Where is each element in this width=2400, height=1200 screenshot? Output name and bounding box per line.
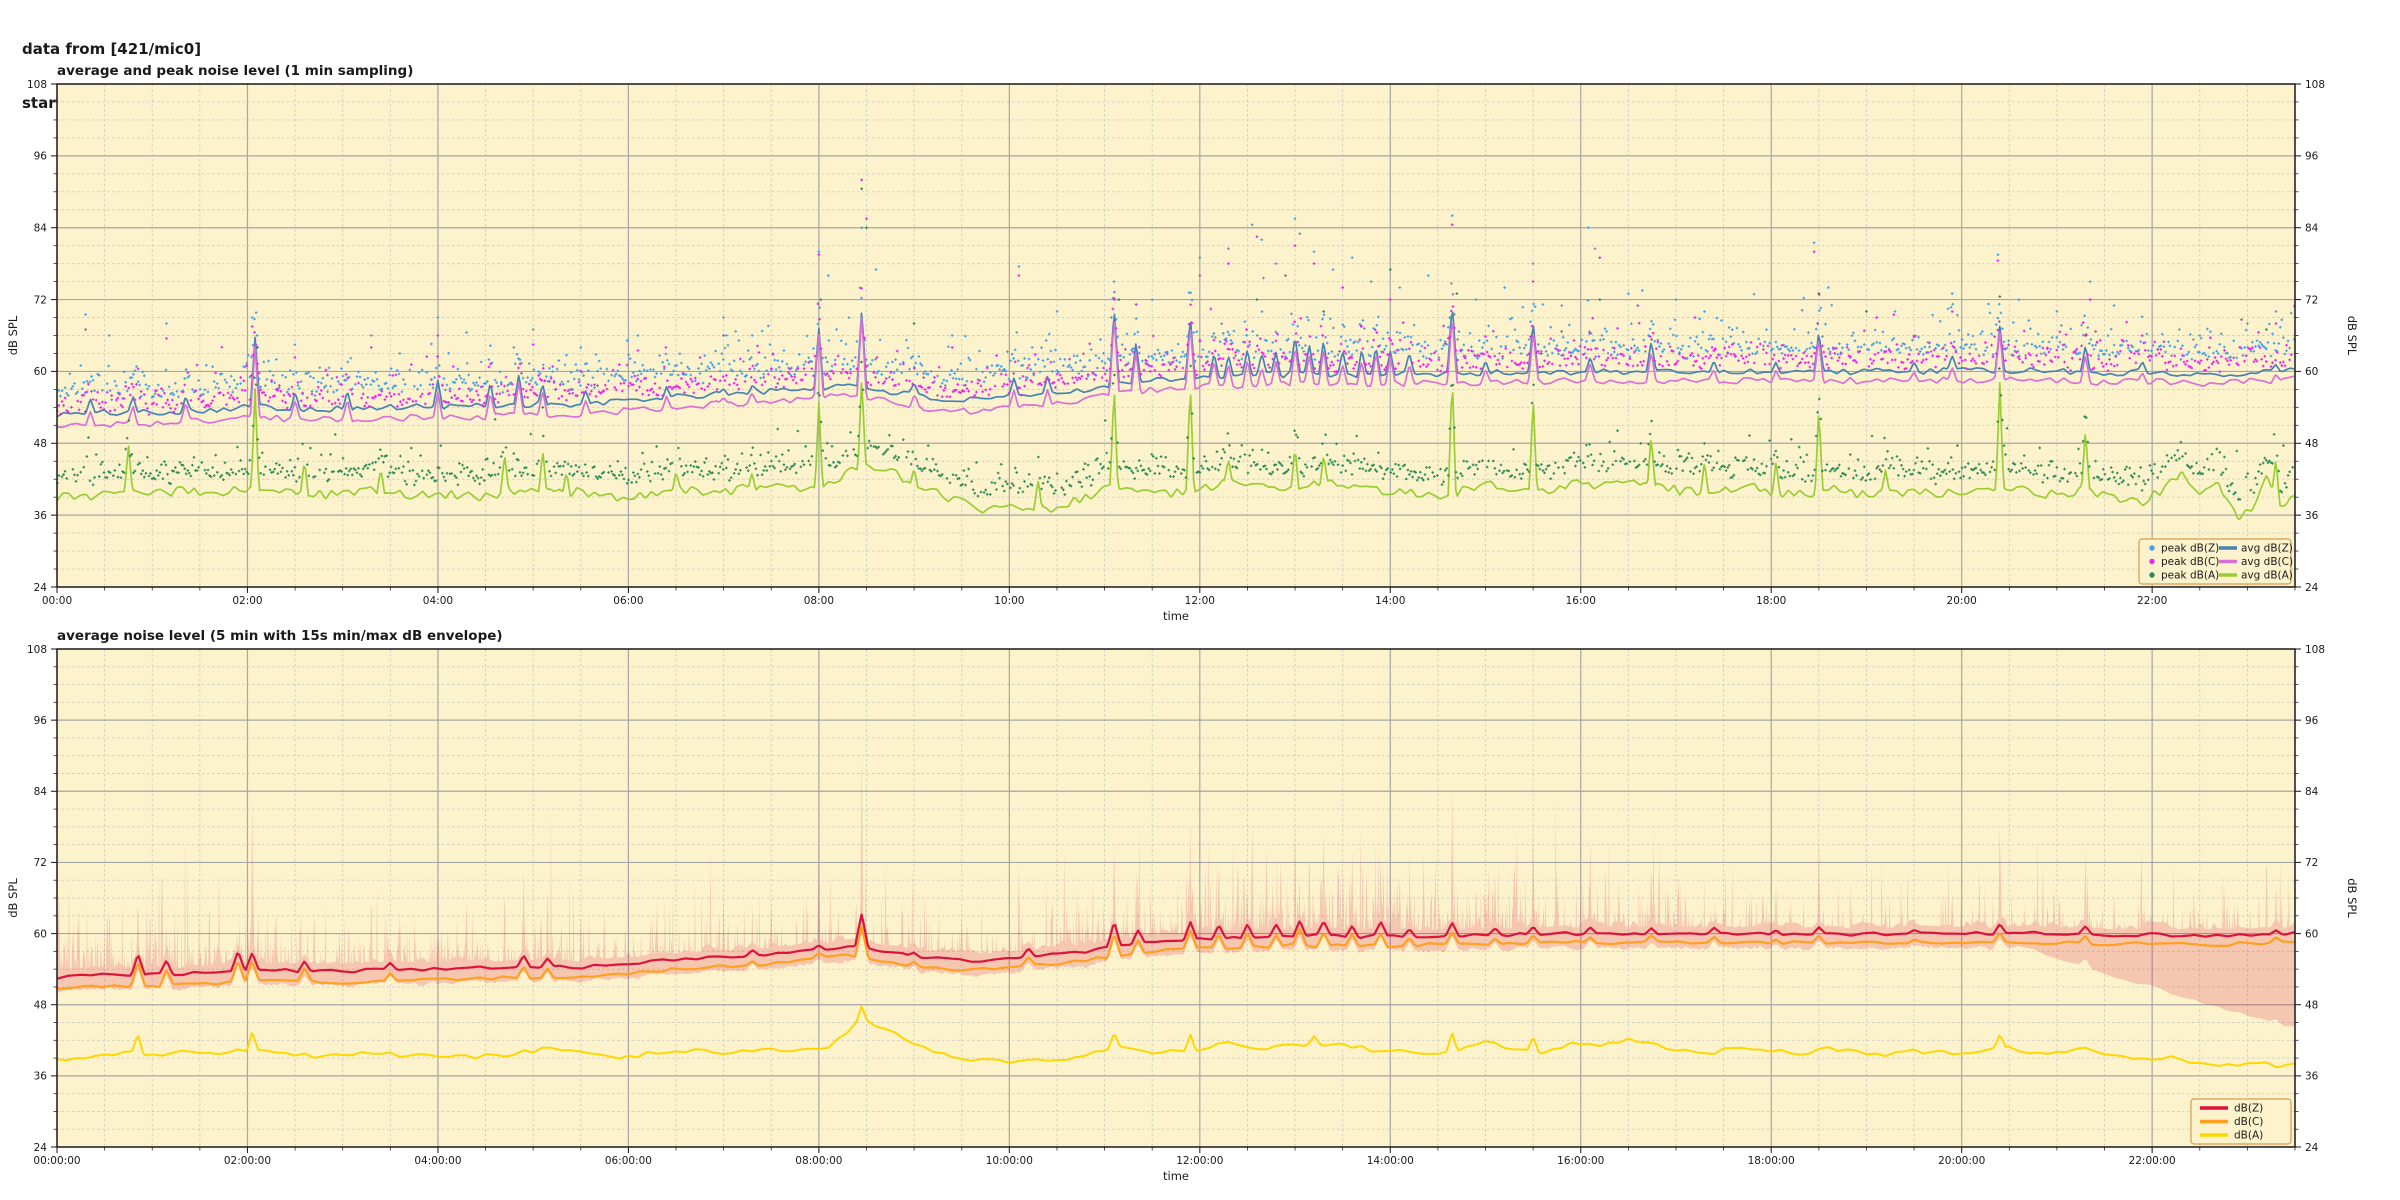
y-tick-label-right: 36 xyxy=(2305,1071,2319,1083)
ticks xyxy=(51,648,2301,1153)
y-tick-label: 60 xyxy=(34,366,47,378)
y-tick-label: 24 xyxy=(34,582,48,594)
x-tick-label: 18:00 xyxy=(1756,595,1786,607)
grid-minor xyxy=(57,649,2296,1147)
x-tick-label: 06:00 xyxy=(613,595,643,607)
x-tick-label: 16:00 xyxy=(1566,595,1596,607)
y-axis-label-right: dB SPL xyxy=(2345,878,2359,918)
x-tick-label: 22:00 xyxy=(2137,595,2167,607)
chart-title: average noise level (5 min with 15s min/… xyxy=(57,628,503,644)
y-tick-label: 60 xyxy=(34,928,47,940)
legend-label: peak dB(Z) xyxy=(2161,543,2219,555)
y-axis-label-left: dB SPL xyxy=(6,878,20,918)
x-axis-label: time xyxy=(1163,1169,1189,1183)
y-tick-label-right: 84 xyxy=(2305,223,2319,235)
legend-label: peak dB(C) xyxy=(2161,556,2219,568)
x-tick-label: 08:00:00 xyxy=(795,1155,842,1167)
line-db-c- xyxy=(56,925,2295,990)
y-tick-label: 84 xyxy=(34,223,48,235)
envelope-dB(Z) xyxy=(57,751,2295,1027)
legend-label: dB(C) xyxy=(2234,1116,2263,1128)
x-tick-label: 04:00:00 xyxy=(414,1155,461,1167)
x-tick-label: 22:00:00 xyxy=(2129,1155,2176,1167)
legend: dB(Z)dB(C) dB(A) xyxy=(2190,1098,2292,1145)
x-tick-label: 08:00 xyxy=(804,595,834,607)
y-tick-label-right: 60 xyxy=(2305,928,2318,940)
legend-label: dB(A) xyxy=(2234,1130,2263,1142)
y-tick-label: 72 xyxy=(34,857,47,869)
ticks xyxy=(51,83,2301,593)
y-tick-label: 96 xyxy=(34,715,48,727)
line-avg-db-a- xyxy=(56,381,2295,521)
y-tick-label-right: 24 xyxy=(2305,582,2319,594)
legend-marker-dot xyxy=(2149,545,2155,551)
y-tick-label-right: 72 xyxy=(2305,294,2318,306)
y-tick-label: 96 xyxy=(34,151,48,163)
y-tick-label: 24 xyxy=(34,1142,48,1154)
y-tick-label-right: 48 xyxy=(2305,438,2318,450)
x-tick-label: 00:00:00 xyxy=(33,1155,80,1167)
legend-label: dB(Z) xyxy=(2234,1103,2263,1115)
grid-major xyxy=(57,649,2295,1147)
x-tick-label: 06:00:00 xyxy=(605,1155,652,1167)
legend-label: avg dB(Z) xyxy=(2241,543,2293,555)
x-tick-label: 02:00:00 xyxy=(224,1155,271,1167)
x-tick-label: 20:00:00 xyxy=(1938,1155,1985,1167)
legend-label: peak dB(A) xyxy=(2161,570,2219,582)
y-tick-label-right: 72 xyxy=(2305,857,2318,869)
x-tick-label: 02:00 xyxy=(232,595,262,607)
grid-major xyxy=(57,84,2295,587)
y-tick-label-right: 96 xyxy=(2305,151,2319,163)
x-tick-label: 16:00:00 xyxy=(1557,1155,1604,1167)
x-tick-label: 10:00:00 xyxy=(986,1155,1033,1167)
y-tick-label: 84 xyxy=(34,786,48,798)
x-tick-label: 04:00 xyxy=(423,595,453,607)
x-tick-label: 20:00 xyxy=(1947,595,1977,607)
y-tick-label: 48 xyxy=(34,438,47,450)
scatter-peak-db-z- xyxy=(57,214,2296,401)
line-avg-db-z- xyxy=(56,311,2295,418)
legend-marker-dot xyxy=(2149,572,2155,578)
y-tick-label: 72 xyxy=(34,294,47,306)
legend-box xyxy=(2190,1098,2292,1145)
y-axis-label-left: dB SPL xyxy=(6,315,20,355)
y-tick-label: 36 xyxy=(34,510,48,522)
header-line1: data from [421/mic0] xyxy=(22,40,202,58)
top-chart: 24 24 36 36 48 48 60 60 72 72 84 84 96 96 108 108 00:00 0… xyxy=(6,63,2359,623)
y-tick-label-right: 84 xyxy=(2305,786,2319,798)
line-avg-db-c- xyxy=(57,317,2295,428)
legend-label: avg dB(C) xyxy=(2241,556,2293,568)
y-tick-label-right: 36 xyxy=(2305,510,2319,522)
y-tick-label-right: 48 xyxy=(2305,1000,2318,1012)
y-tick-label: 36 xyxy=(34,1071,48,1083)
y-tick-label-right: 60 xyxy=(2305,366,2318,378)
x-tick-label: 10:00 xyxy=(994,595,1024,607)
tick-labels: 24 24 36 36 48 48 60 60 72 72 84 84 96 96 108 108 00:00:… xyxy=(27,644,2325,1167)
tick-labels: 24 24 36 36 48 48 60 60 72 72 84 84 96 96 108 108 00:00 0… xyxy=(27,79,2325,607)
x-tick-label: 00:00 xyxy=(42,595,72,607)
y-tick-label: 108 xyxy=(27,644,47,656)
legend: peak dB(Z)peak dB(C)peak dB(A)avg dB(Z)a… xyxy=(2138,538,2293,585)
bottom-chart: 24 24 36 36 48 48 60 60 72 72 84 84 96 96 108 108 00:00:… xyxy=(6,628,2359,1183)
y-axis-label-right: dB SPL xyxy=(2345,316,2359,356)
x-tick-label: 12:00:00 xyxy=(1176,1155,1223,1167)
x-tick-label: 18:00:00 xyxy=(1748,1155,1795,1167)
y-tick-label-right: 24 xyxy=(2305,1142,2319,1154)
line-db-a- xyxy=(56,1005,2295,1068)
legend-label: avg dB(A) xyxy=(2241,570,2293,582)
y-tick-label-right: 108 xyxy=(2305,644,2325,656)
x-axis-label: time xyxy=(1163,609,1189,623)
x-tick-label: 12:00 xyxy=(1185,595,1215,607)
x-tick-label: 14:00:00 xyxy=(1367,1155,1414,1167)
y-tick-label: 48 xyxy=(34,1000,47,1012)
y-tick-label-right: 108 xyxy=(2305,79,2325,91)
x-tick-label: 14:00 xyxy=(1375,595,1405,607)
chart-title: average and peak noise level (1 min samp… xyxy=(57,63,413,79)
y-tick-label-right: 96 xyxy=(2305,715,2319,727)
y-tick-label: 108 xyxy=(27,79,47,91)
line-db-z- xyxy=(56,913,2295,980)
legend-marker-dot xyxy=(2149,558,2155,565)
legend-box xyxy=(2138,538,2292,585)
